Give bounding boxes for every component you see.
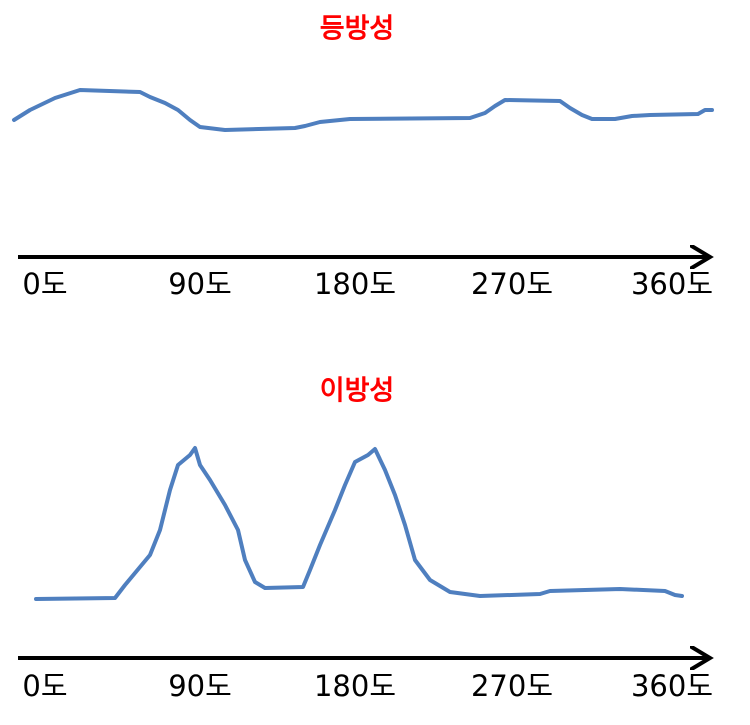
axis-label: 360도 [631, 669, 713, 703]
curve [12, 88, 714, 132]
axis-label: 180도 [314, 669, 396, 703]
panel-anisotropic: 이방성 0도 90도 180도 270도 360도 [18, 376, 713, 703]
axis-label: 0도 [22, 267, 67, 301]
panel-title: 등방성 [320, 14, 395, 45]
axis-label: 180도 [314, 267, 396, 301]
panel-title: 이방성 [320, 376, 395, 407]
axis-label: 0도 [22, 669, 67, 703]
axis-label: 270도 [471, 267, 553, 301]
axis-label: 360도 [631, 267, 713, 301]
axis-label: 90도 [168, 669, 232, 703]
axis-label: 270도 [471, 669, 553, 703]
curve [34, 446, 684, 601]
axis-label: 90도 [168, 267, 232, 301]
panel-isotropic: 등방성 0도 90도 180도 270도 360도 [12, 14, 714, 301]
